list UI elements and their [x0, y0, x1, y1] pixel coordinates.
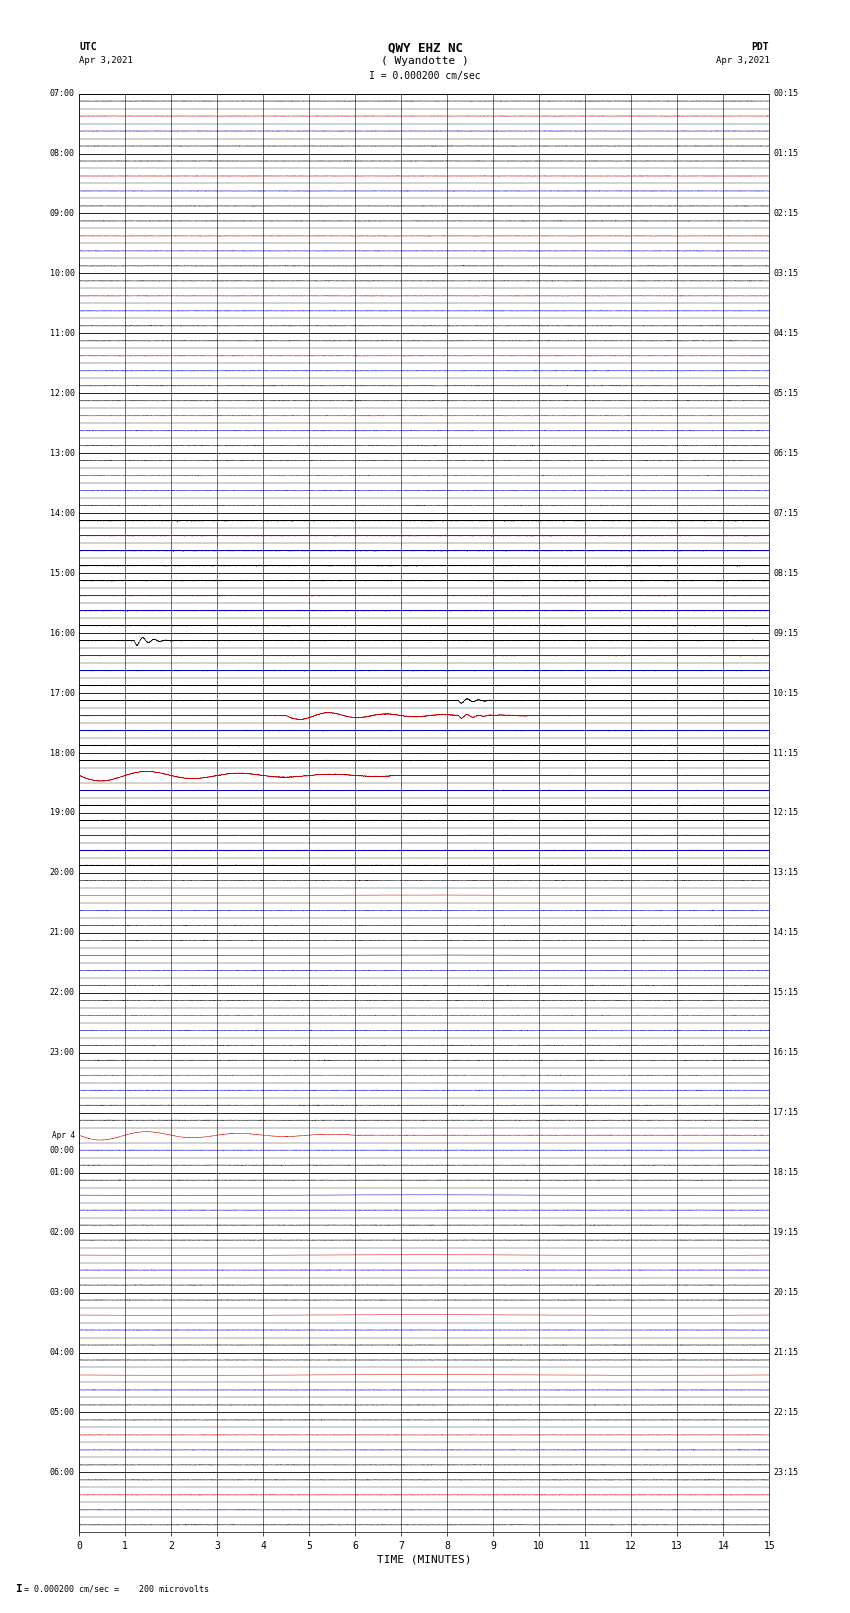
Text: 18:00: 18:00	[50, 748, 75, 758]
Text: 06:00: 06:00	[50, 1468, 75, 1478]
Text: I: I	[15, 1584, 22, 1594]
Text: 14:00: 14:00	[50, 508, 75, 518]
Text: ( Wyandotte ): ( Wyandotte )	[381, 56, 469, 66]
Text: = 0.000200 cm/sec =    200 microvolts: = 0.000200 cm/sec = 200 microvolts	[24, 1584, 209, 1594]
Text: 20:15: 20:15	[774, 1289, 798, 1297]
Text: 12:15: 12:15	[774, 808, 798, 818]
Text: 00:15: 00:15	[774, 89, 798, 98]
Text: 08:00: 08:00	[50, 148, 75, 158]
Text: 22:00: 22:00	[50, 989, 75, 997]
Text: QWY EHZ NC: QWY EHZ NC	[388, 42, 462, 55]
Text: 14:15: 14:15	[774, 929, 798, 937]
Text: 15:00: 15:00	[50, 569, 75, 577]
Text: 08:15: 08:15	[774, 569, 798, 577]
Text: 01:15: 01:15	[774, 148, 798, 158]
Text: 03:00: 03:00	[50, 1289, 75, 1297]
Text: 03:15: 03:15	[774, 269, 798, 277]
Text: 07:00: 07:00	[50, 89, 75, 98]
Text: Apr 3,2021: Apr 3,2021	[716, 56, 769, 66]
Text: 11:00: 11:00	[50, 329, 75, 337]
Text: 06:15: 06:15	[774, 448, 798, 458]
Text: 21:15: 21:15	[774, 1348, 798, 1357]
Text: 05:00: 05:00	[50, 1408, 75, 1416]
Text: 11:15: 11:15	[774, 748, 798, 758]
Text: 01:00: 01:00	[50, 1168, 75, 1177]
Text: 16:00: 16:00	[50, 629, 75, 637]
X-axis label: TIME (MINUTES): TIME (MINUTES)	[377, 1555, 472, 1565]
Text: 02:00: 02:00	[50, 1227, 75, 1237]
Text: 17:15: 17:15	[774, 1108, 798, 1118]
Text: 04:15: 04:15	[774, 329, 798, 337]
Text: 15:15: 15:15	[774, 989, 798, 997]
Text: 10:00: 10:00	[50, 269, 75, 277]
Text: 23:00: 23:00	[50, 1048, 75, 1057]
Text: 10:15: 10:15	[774, 689, 798, 697]
Text: 21:00: 21:00	[50, 929, 75, 937]
Text: 13:15: 13:15	[774, 868, 798, 877]
Text: 02:15: 02:15	[774, 210, 798, 218]
Text: 09:00: 09:00	[50, 210, 75, 218]
Text: 18:15: 18:15	[774, 1168, 798, 1177]
Text: 12:00: 12:00	[50, 389, 75, 398]
Text: 20:00: 20:00	[50, 868, 75, 877]
Text: UTC: UTC	[79, 42, 97, 52]
Text: 05:15: 05:15	[774, 389, 798, 398]
Text: 09:15: 09:15	[774, 629, 798, 637]
Text: PDT: PDT	[751, 42, 769, 52]
Text: 16:15: 16:15	[774, 1048, 798, 1057]
Text: 17:00: 17:00	[50, 689, 75, 697]
Text: 07:15: 07:15	[774, 508, 798, 518]
Text: 23:15: 23:15	[774, 1468, 798, 1478]
Text: Apr 4: Apr 4	[52, 1131, 75, 1140]
Text: I = 0.000200 cm/sec: I = 0.000200 cm/sec	[369, 71, 481, 81]
Text: 00:00: 00:00	[50, 1145, 75, 1155]
Text: 04:00: 04:00	[50, 1348, 75, 1357]
Text: 13:00: 13:00	[50, 448, 75, 458]
Text: 22:15: 22:15	[774, 1408, 798, 1416]
Text: Apr 3,2021: Apr 3,2021	[79, 56, 133, 66]
Text: 19:15: 19:15	[774, 1227, 798, 1237]
Text: 19:00: 19:00	[50, 808, 75, 818]
